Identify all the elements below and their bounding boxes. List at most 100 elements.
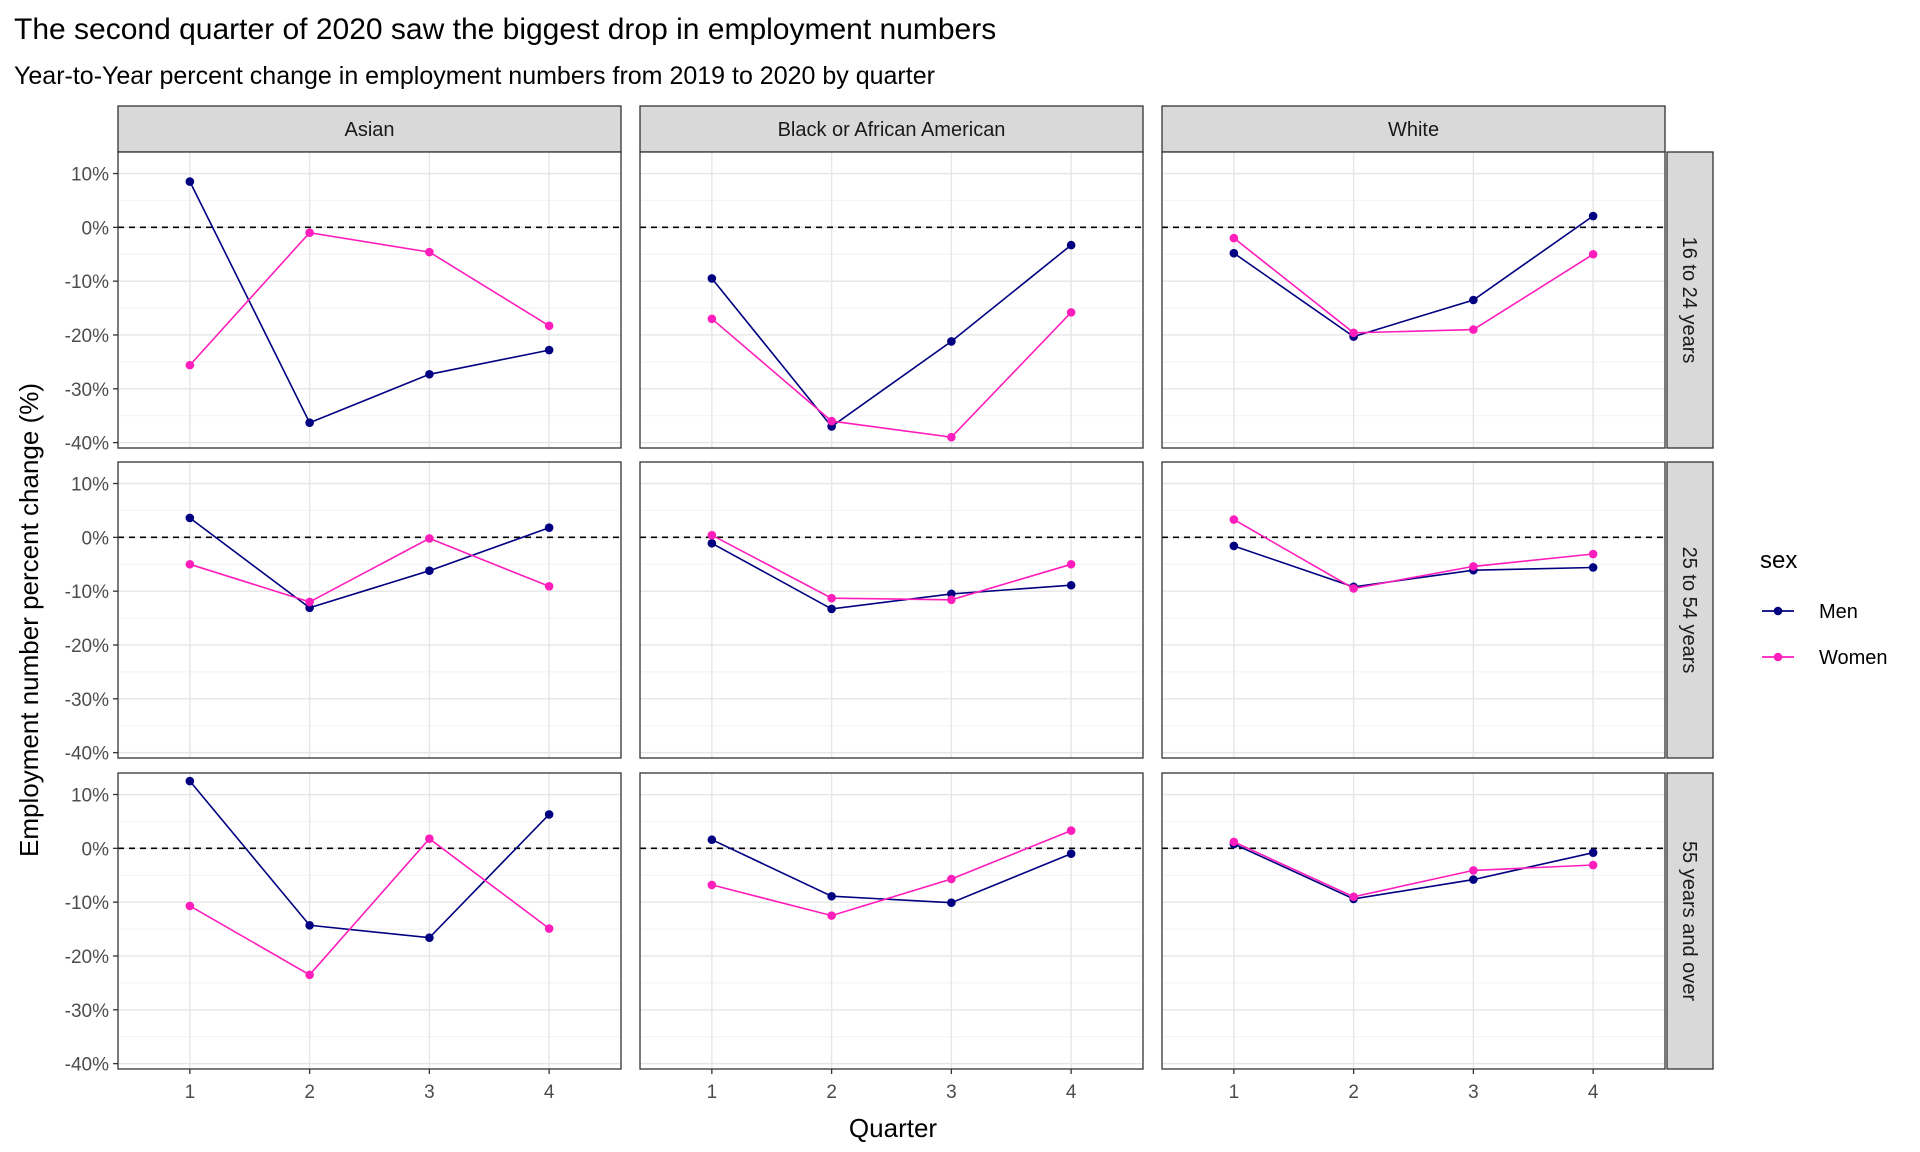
data-point-women — [185, 901, 195, 911]
series-line-women — [189, 231, 550, 366]
data-point-men — [947, 898, 956, 908]
data-point-women — [707, 314, 717, 324]
data-point-women — [544, 924, 554, 933]
data-point-men — [544, 345, 554, 355]
y-tick-label: 0% — [82, 218, 110, 239]
x-tick-label: 3 — [946, 1082, 957, 1103]
series-line-women — [189, 837, 550, 976]
data-point-women — [947, 432, 956, 442]
panels: Asian Black or African American White 16 to… — [65, 105, 1714, 1103]
data-point-men — [544, 810, 554, 819]
data-point-men — [305, 418, 314, 428]
x-tick-label: 4 — [1588, 1082, 1599, 1103]
series-line-men — [711, 244, 1072, 428]
row-strip-label: 25 to 54 years — [1678, 547, 1700, 674]
panel-border — [639, 772, 1144, 1070]
x-tick-label: 4 — [544, 1082, 555, 1103]
y-tick-label: 10% — [71, 786, 109, 807]
y-tick-label: -40% — [65, 1055, 109, 1076]
panel-asian-25-to-54-years: 10% 0% -10% -20% -30% -40% — [65, 461, 622, 765]
data-point-men — [544, 523, 554, 532]
series-line-women — [1233, 518, 1594, 590]
row-strip-55-years-and-over — [1666, 772, 1714, 1070]
y-tick-label: 0% — [82, 839, 110, 860]
series-line-women — [711, 534, 1072, 601]
data-point-women — [305, 228, 314, 238]
data-point-women — [1349, 328, 1358, 338]
data-point-men — [1588, 563, 1598, 572]
panel-white-16-to-24-years — [1161, 151, 1666, 449]
data-point-women — [1066, 826, 1076, 835]
data-point-men — [947, 589, 956, 599]
data-point-women — [947, 874, 956, 884]
panel-background — [640, 773, 1143, 1069]
x-axis-title: Quarter — [849, 1113, 937, 1143]
panel-background — [118, 462, 621, 758]
panel-black-or-african-american-16-to-24-years — [639, 151, 1144, 449]
data-point-men — [1588, 848, 1598, 857]
legend-title: sex — [1760, 547, 1797, 574]
series-line-men — [189, 517, 550, 609]
data-point-women — [1229, 515, 1239, 524]
row-strip-label: 16 to 24 years — [1678, 237, 1700, 364]
data-point-women — [544, 321, 554, 331]
data-point-men — [1588, 211, 1598, 221]
panel-asian-55-years-and-over: 10% 0% -10% -20% -30% -40% 1 2 3 4 — [65, 772, 622, 1103]
y-tick-label: -30% — [65, 690, 109, 711]
data-point-men — [305, 921, 314, 930]
data-point-women — [1229, 233, 1239, 243]
data-point-men — [425, 566, 434, 576]
data-point-men — [305, 603, 314, 613]
legend-label-men: Men — [1819, 601, 1858, 623]
row-strip-16-to-24-years — [1666, 151, 1714, 449]
x-tick-label: 1 — [185, 1082, 196, 1103]
column-strip-label: White — [1388, 119, 1439, 141]
panel-background — [1162, 773, 1665, 1069]
series-line-men — [1233, 215, 1594, 338]
panel-black-or-african-american-55-years-and-over: 1 2 3 4 — [639, 772, 1144, 1103]
data-point-men — [707, 538, 717, 548]
y-tick-label: -20% — [65, 636, 109, 657]
panel-background — [1162, 462, 1665, 758]
x-tick-label: 4 — [1066, 1082, 1077, 1103]
y-tick-label: -30% — [65, 1001, 109, 1022]
data-point-women — [185, 360, 195, 370]
data-point-women — [1066, 308, 1076, 317]
series-line-women — [1233, 841, 1594, 898]
panel-white-25-to-54-years — [1161, 461, 1666, 759]
column-strip-white — [1161, 105, 1666, 153]
data-point-men — [707, 835, 717, 845]
data-point-men — [1066, 849, 1076, 859]
data-point-men — [827, 891, 836, 901]
x-tick-label: 2 — [826, 1082, 837, 1103]
x-tick-label: 3 — [1468, 1082, 1479, 1103]
data-point-men — [707, 274, 717, 283]
y-tick-label: -40% — [65, 744, 109, 765]
series-line-women — [189, 537, 550, 603]
data-point-men — [1229, 248, 1239, 258]
data-point-women — [1349, 892, 1358, 902]
x-tick-label: 3 — [424, 1082, 435, 1103]
data-point-men — [425, 933, 434, 942]
data-point-men — [1229, 541, 1239, 551]
column-strip-black-or-african-american — [639, 105, 1144, 153]
data-point-men — [185, 177, 195, 186]
chart-title: The second quarter of 2020 saw the bigge… — [14, 13, 996, 46]
data-point-women — [947, 595, 956, 605]
panel-border — [117, 461, 622, 759]
panel-background — [1162, 152, 1665, 448]
y-tick-label: -20% — [65, 326, 109, 347]
y-tick-label: 10% — [71, 475, 109, 496]
data-point-women — [425, 534, 434, 543]
column-strip-label: Asian — [344, 119, 394, 141]
y-axis-title: Employment number percent change (%) — [14, 383, 44, 857]
y-tick-label: 0% — [82, 528, 110, 549]
x-tick-label: 2 — [304, 1082, 315, 1103]
data-point-men — [1066, 580, 1076, 590]
series-line-women — [1233, 237, 1594, 334]
data-point-women — [305, 970, 314, 980]
panel-border — [639, 461, 1144, 759]
x-tick-label: 1 — [1229, 1082, 1240, 1103]
